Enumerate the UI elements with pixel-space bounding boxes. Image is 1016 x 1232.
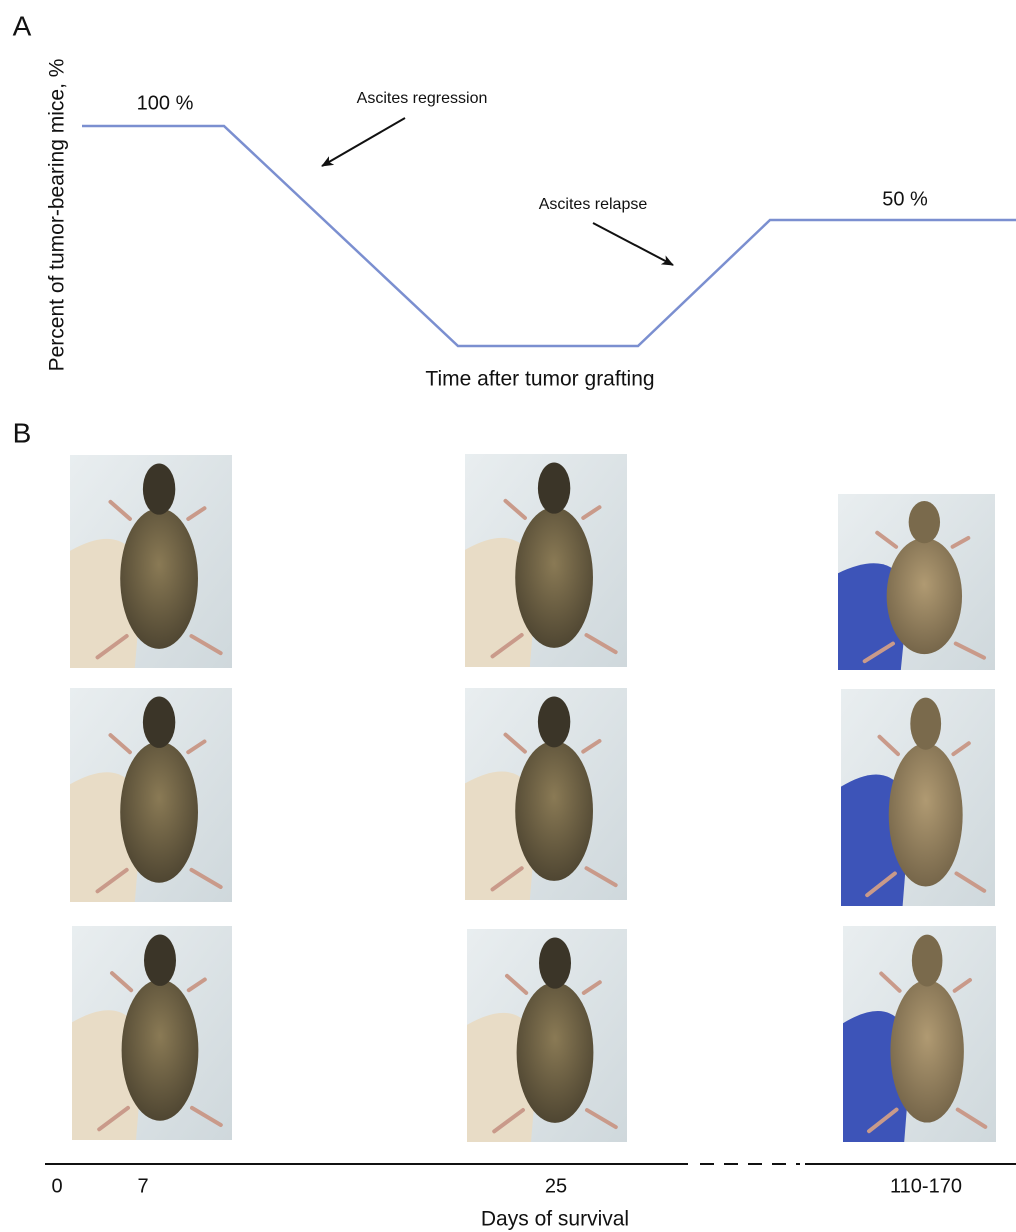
figure: A Percent of tumor-bearing mice, % 100 %… [0,0,1016,1232]
mouse-body [517,982,594,1123]
mouse-photo [72,926,232,1140]
tick-label: 0 [51,1175,62,1197]
mouse-head [143,697,175,748]
mouse-photo [70,455,232,668]
annotation: Ascites relapse [539,196,648,213]
photo-grid [70,454,996,1142]
mouse-body [889,743,963,886]
arrow [593,223,673,265]
panel-label: B [13,417,32,448]
mouse-head [144,935,176,986]
mouse-body [120,742,198,883]
tick-label: 25 [545,1175,567,1197]
page: A Percent of tumor-bearing mice, % 100 %… [0,0,1016,1232]
annotation: 100 % [137,92,194,114]
mouse-body [890,980,963,1123]
y-axis-label: Percent of tumor-bearing mice, % [46,59,69,372]
mouse-photo [838,494,995,670]
mouse-head [143,464,175,515]
mouse-head [912,935,943,987]
trend-line [82,126,1016,346]
x-axis-label: Time after tumor grafting [425,368,654,391]
tick-label: 110-170 [890,1175,962,1197]
mouse-photo [843,926,996,1142]
arrow [322,118,405,166]
mouse-body [515,507,593,648]
mouse-head [538,696,570,747]
mouse-body [515,741,593,881]
mouse-body [887,538,962,654]
mouse-photo [70,688,232,902]
annotation: 50 % [882,188,928,210]
mouse-head [909,501,940,543]
mouse-body [122,980,199,1121]
mouse-head [538,463,570,514]
mouse-photo [465,688,627,900]
tick-label: 7 [137,1175,148,1197]
mouse-head [539,938,571,989]
mouse-head [910,698,941,750]
mouse-photo [841,689,995,906]
mouse-photo [467,929,627,1142]
panel-label: A [13,10,32,41]
mouse-photo [465,454,627,667]
x-axis-label: Days of survival [481,1208,629,1231]
annotation: Ascites regression [357,90,488,107]
mouse-body [120,508,198,649]
